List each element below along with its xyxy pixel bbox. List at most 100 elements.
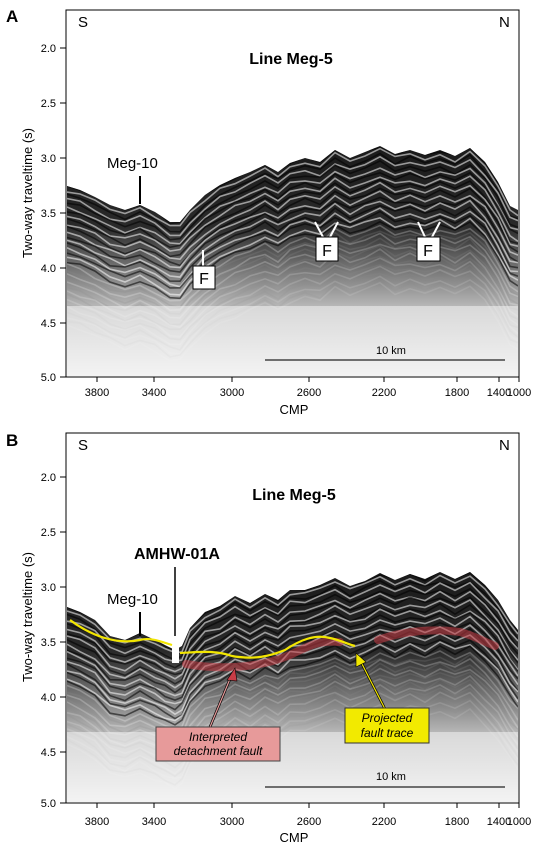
panel-b: B S N Line Meg-5 AMHW-01A Meg-10 Interpr… [6, 431, 531, 845]
scale-label: 10 km [376, 771, 406, 783]
x-tick-label: 3800 [85, 816, 109, 828]
reflector [67, 204, 518, 283]
reflector [67, 641, 518, 722]
site-label: Meg-10 [107, 155, 158, 172]
panel-letter: A [6, 7, 18, 26]
reflector [67, 243, 518, 319]
line-title: Line Meg-5 [252, 487, 336, 504]
y-tick-label: 3.0 [41, 582, 56, 594]
hole-label: AMHW-01A [134, 546, 220, 563]
reflector [67, 662, 518, 744]
reflector [67, 224, 518, 302]
y-tick-label: 3.0 [41, 153, 56, 165]
fault-marker: F [192, 250, 216, 290]
y-tick-label: 4.5 [41, 318, 56, 330]
detachment-arrow [209, 673, 233, 728]
fault-label: F [322, 243, 332, 260]
site-label: Meg-10 [107, 591, 158, 608]
reflector [67, 181, 518, 261]
reflector [67, 590, 518, 673]
x-tick-label: 2200 [372, 816, 396, 828]
reflector [67, 587, 518, 669]
fault-marker: F [314, 221, 339, 262]
projected-label-line1: Projected [362, 711, 413, 725]
seismic-reflectors [67, 572, 518, 802]
detachment-label-line2: detachment fault [174, 744, 263, 758]
reflector [67, 187, 518, 267]
y-tick-label: 2.5 [41, 527, 56, 539]
seismic-reflectors [67, 146, 518, 376]
detachment-label-line1: Interpreted [189, 730, 247, 744]
direction-left: S [78, 437, 88, 454]
x-tick-label: 1000 [507, 816, 531, 828]
y-axis: 2.0 2.5 3.0 3.5 4.0 4.5 5.0 [41, 43, 66, 384]
reflector [67, 644, 518, 726]
reflector [67, 155, 518, 237]
direction-left: S [78, 14, 88, 31]
y-tick-label: 4.0 [41, 263, 56, 275]
y-tick-label: 5.0 [41, 798, 56, 810]
reflector [67, 602, 518, 685]
detachment-arrowhead [226, 667, 238, 682]
detachment-callout: Interpreted detachment fault [155, 726, 281, 762]
x-tick-label: 1400 [487, 816, 511, 828]
x-axis-label: CMP [280, 830, 309, 845]
reflector [67, 615, 518, 697]
y-tick-label: 4.5 [41, 747, 56, 759]
x-axis-label: CMP [280, 402, 309, 417]
x-tick-label: 1800 [445, 816, 469, 828]
fault-marker: F [416, 221, 441, 262]
x-tick-label: 2600 [297, 387, 321, 399]
reflector [67, 650, 518, 730]
y-axis-label: Two-way traveltime (s) [20, 128, 35, 258]
reflector [67, 574, 518, 654]
reflector [67, 207, 518, 288]
reflector [67, 217, 518, 296]
reflector [67, 159, 518, 241]
reflector [67, 608, 518, 689]
x-tick-label: 3800 [85, 387, 109, 399]
reflector [67, 230, 518, 309]
panel-letter: B [6, 431, 18, 450]
reflector [67, 657, 518, 740]
scale-label: 10 km [376, 345, 406, 357]
x-tick-label: 3400 [142, 816, 166, 828]
deep-noise [67, 732, 518, 802]
reflector [67, 653, 518, 736]
hole-gap [172, 628, 179, 663]
deep-noise [67, 306, 518, 376]
reflector [67, 596, 518, 676]
reflector [67, 581, 518, 663]
reflector [67, 175, 518, 252]
detachment-fault-trace [182, 626, 499, 672]
reflector [67, 210, 518, 289]
x-tick-label: 1800 [445, 387, 469, 399]
fault-label: F [423, 243, 433, 260]
line-title: Line Meg-5 [249, 51, 333, 68]
reflector [67, 232, 518, 312]
y-tick-label: 5.0 [41, 372, 56, 384]
reflector [67, 237, 518, 315]
y-tick-label: 3.5 [41, 208, 56, 220]
x-tick-label: 1000 [507, 387, 531, 399]
plot-frame [65, 9, 520, 378]
reflector [67, 167, 518, 245]
direction-right: N [499, 14, 510, 31]
panel-a: A S N Line Meg-5 Meg-10 F F F 10 km 2.02 [6, 7, 531, 417]
reflector [67, 220, 518, 300]
projected-fault-trace [69, 619, 356, 659]
y-tick-label: 3.5 [41, 637, 56, 649]
y-tick-label: 2.5 [41, 98, 56, 110]
x-tick-label: 3000 [220, 387, 244, 399]
y-tick-label: 2.0 [41, 472, 56, 484]
y-axis-label: Two-way traveltime (s) [20, 552, 35, 682]
reflector [67, 196, 518, 273]
reflector [67, 599, 518, 680]
projected-arrowhead [355, 652, 367, 668]
reflector [67, 199, 518, 278]
reflector [67, 152, 518, 233]
reflector [67, 579, 518, 662]
x-tick-label: 3000 [220, 816, 244, 828]
